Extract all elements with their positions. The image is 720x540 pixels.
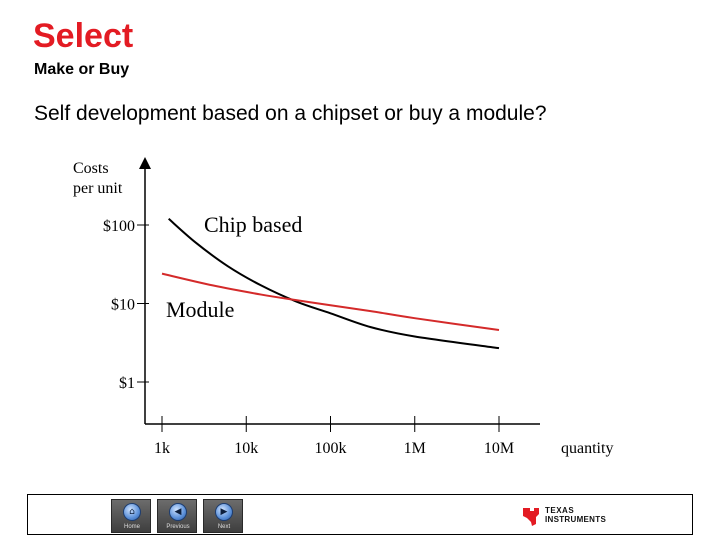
series-layer bbox=[161, 218, 500, 350]
slide-subtitle: Make or Buy bbox=[34, 61, 130, 78]
x-tick-label: 10M bbox=[484, 440, 514, 457]
axes bbox=[139, 157, 540, 425]
previous-button[interactable]: ◀ Previous bbox=[157, 499, 197, 533]
next-button[interactable]: ▶ Next bbox=[203, 499, 243, 533]
home-icon bbox=[123, 503, 141, 521]
x-tick-label: 10k bbox=[234, 440, 258, 457]
next-icon bbox=[215, 503, 233, 521]
series-line-chip-based bbox=[168, 218, 500, 350]
next-button-label: Next bbox=[217, 524, 231, 530]
y-axis-label: Costs per unit bbox=[73, 160, 123, 197]
ti-logo-line2: INSTRUMENTS bbox=[545, 515, 607, 524]
x-axis-label: quantity bbox=[561, 440, 613, 457]
ti-logo-icon bbox=[523, 508, 539, 526]
x-tick-label: 1M bbox=[404, 440, 426, 457]
y-tick-label: $10 bbox=[111, 297, 135, 314]
series-label-module: Module bbox=[166, 297, 234, 322]
x-tick-label: 100k bbox=[315, 440, 347, 457]
x-tick-label: 1k bbox=[154, 440, 170, 457]
slide-title: Select bbox=[33, 17, 134, 55]
ticks: $100 $10 $1 1k 10k 100k 1M 10M bbox=[103, 218, 514, 457]
series-line-module bbox=[161, 272, 500, 331]
labels: Costs per unit quantity Chip based Module bbox=[73, 160, 613, 457]
previous-button-label: Previous bbox=[166, 524, 190, 530]
series-label-chip-based: Chip based bbox=[204, 212, 302, 237]
y-tick-label: $1 bbox=[119, 375, 135, 392]
ti-logo-line1: TEXAS bbox=[545, 506, 575, 515]
texas-instruments-logo: TEXAS INSTRUMENTS bbox=[521, 503, 621, 529]
slide-question: Self development based on a chipset or b… bbox=[34, 102, 547, 125]
y-tick-label: $100 bbox=[103, 218, 135, 235]
home-button-label: Home bbox=[123, 524, 140, 530]
home-button[interactable]: ⌂ Home bbox=[111, 499, 151, 533]
previous-icon bbox=[169, 503, 187, 521]
cost-chart: $100 $10 $1 1k 10k 100k 1M 10M Costs per unit qua… bbox=[73, 157, 613, 457]
